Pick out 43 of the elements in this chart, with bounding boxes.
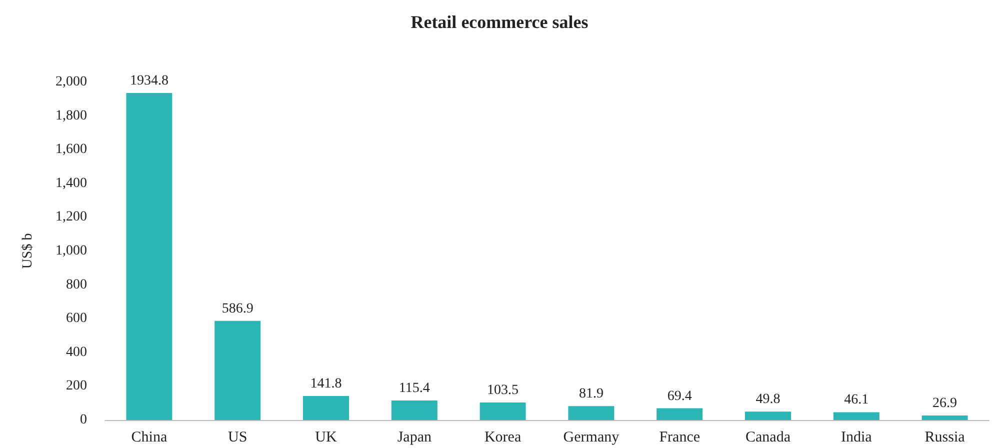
data-label: 141.8 xyxy=(310,376,342,392)
y-tick-label: 0 xyxy=(80,412,87,428)
data-label: 1934.8 xyxy=(130,74,168,89)
bar xyxy=(656,408,703,420)
x-tick-label: US xyxy=(228,430,248,446)
bar xyxy=(568,406,614,420)
bar xyxy=(480,402,526,420)
x-tick-label: France xyxy=(659,430,700,446)
chart-title: Retail ecommerce sales xyxy=(410,12,588,32)
x-tick-label: Germany xyxy=(563,430,620,446)
bar xyxy=(126,93,172,420)
x-tick-label: China xyxy=(131,430,168,446)
x-tick-label: Russia xyxy=(924,430,966,446)
y-tick-label: 400 xyxy=(66,344,87,360)
bar xyxy=(303,396,349,420)
data-label: 49.8 xyxy=(756,392,780,408)
data-label: 586.9 xyxy=(222,301,254,316)
bar xyxy=(391,400,438,420)
bar xyxy=(745,412,791,420)
y-tick-label: 800 xyxy=(66,277,87,292)
bar xyxy=(833,412,880,420)
y-tick-label: 1,000 xyxy=(56,244,87,258)
y-tick-label: 2,000 xyxy=(56,74,87,90)
data-label: 46.1 xyxy=(844,392,869,408)
y-tick-label: 600 xyxy=(66,311,87,326)
y-tick-label: 1,400 xyxy=(56,176,87,191)
data-label: 69.4 xyxy=(667,388,692,404)
data-label: 103.5 xyxy=(487,383,519,398)
data-label: 26.9 xyxy=(932,396,958,411)
x-tick-label: Canada xyxy=(746,430,791,446)
y-tick-label: 1,200 xyxy=(56,210,87,225)
y-tick-label: 1,600 xyxy=(56,142,87,158)
y-axis-title: US$ b xyxy=(20,233,36,269)
x-tick-label: India xyxy=(840,430,872,446)
x-tick-label: Japan xyxy=(397,430,432,446)
bar xyxy=(214,320,261,420)
x-tick-label: Korea xyxy=(484,430,522,446)
data-label: 81.9 xyxy=(578,386,604,402)
x-tick-label: UK xyxy=(315,430,337,446)
data-label: 115.4 xyxy=(398,380,430,396)
y-tick-label: 1,800 xyxy=(56,108,87,124)
y-tick-label: 200 xyxy=(66,378,87,394)
bar xyxy=(922,415,968,420)
